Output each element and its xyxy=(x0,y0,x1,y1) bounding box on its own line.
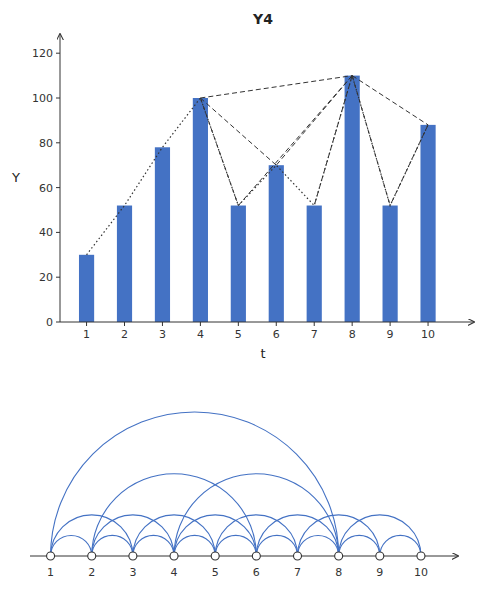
node-label: 1 xyxy=(47,566,54,579)
x-tick xyxy=(86,322,87,326)
y-tick-label: 100 xyxy=(32,92,53,105)
x-tick xyxy=(352,322,353,326)
edge-arc xyxy=(298,535,339,556)
node xyxy=(47,552,55,560)
node xyxy=(376,552,384,560)
edge-arc xyxy=(92,474,257,556)
x-tick-label: 4 xyxy=(197,328,204,341)
x-tick xyxy=(124,322,125,326)
y-tick-label: 40 xyxy=(39,226,53,239)
dashed-connection xyxy=(276,76,352,166)
x-tick-label: 1 xyxy=(83,328,90,341)
dotted-line xyxy=(87,76,428,255)
bar-chart: Y412345678910020406080100120tY xyxy=(11,11,474,361)
edge-arc xyxy=(51,535,92,556)
y-tick xyxy=(56,232,60,233)
dashed-connection xyxy=(390,125,428,206)
y-axis-label: Y xyxy=(11,170,20,185)
y-tick-label: 20 xyxy=(39,271,53,284)
node-label: 6 xyxy=(253,566,260,579)
y-tick xyxy=(56,98,60,99)
edge-arc xyxy=(215,535,256,556)
bar xyxy=(345,76,360,322)
edge-arc xyxy=(174,474,339,556)
node-label: 7 xyxy=(294,566,301,579)
plot-area xyxy=(79,76,436,322)
dashed-connection xyxy=(352,76,428,125)
node xyxy=(129,552,137,560)
edge-arc xyxy=(380,535,421,556)
bar xyxy=(231,206,246,322)
dashed-connection xyxy=(352,76,390,206)
dashed-connection xyxy=(200,98,238,206)
dashed-connection xyxy=(200,76,352,98)
edge-arc xyxy=(51,412,339,556)
bar xyxy=(420,125,435,322)
bar xyxy=(79,255,94,322)
y-tick xyxy=(56,187,60,188)
x-tick-label: 8 xyxy=(349,328,356,341)
bar xyxy=(155,147,170,322)
node xyxy=(170,552,178,560)
y-tick xyxy=(56,53,60,54)
y-tick-label: 80 xyxy=(39,137,53,150)
edge-arc xyxy=(174,535,215,556)
bar xyxy=(307,206,322,322)
y-tick xyxy=(56,277,60,278)
x-tick-label: 10 xyxy=(421,328,435,341)
x-tick xyxy=(428,322,429,326)
edge-arc xyxy=(339,535,380,556)
edge-arc xyxy=(92,535,133,556)
x-axis-label: t xyxy=(260,346,265,361)
x-tick-label: 6 xyxy=(273,328,280,341)
y-axis xyxy=(60,34,61,322)
x-tick xyxy=(314,322,315,326)
dashed-connection xyxy=(200,98,276,165)
bar xyxy=(193,98,208,322)
x-axis xyxy=(60,322,474,323)
dashed-connection xyxy=(314,76,352,206)
x-tick xyxy=(276,322,277,326)
y-tick-label: 120 xyxy=(32,47,53,60)
y-tick xyxy=(56,322,60,323)
node xyxy=(294,552,302,560)
figure: Y412345678910020406080100120tY1234567891… xyxy=(0,0,488,600)
node-label: 10 xyxy=(414,566,428,579)
bar xyxy=(383,206,398,322)
node-label: 3 xyxy=(129,566,136,579)
node-label: 9 xyxy=(376,566,383,579)
dashed-connection xyxy=(238,76,352,206)
x-tick xyxy=(200,322,201,326)
edge-arc xyxy=(339,515,421,556)
node-label: 2 xyxy=(88,566,95,579)
x-tick-label: 5 xyxy=(235,328,242,341)
edge-arc xyxy=(133,535,174,556)
x-tick-label: 3 xyxy=(159,328,166,341)
y-tick-label: 0 xyxy=(46,316,53,329)
x-tick-label: 9 xyxy=(387,328,394,341)
bar xyxy=(117,206,132,322)
y-tick xyxy=(56,142,60,143)
node xyxy=(335,552,343,560)
node xyxy=(417,552,425,560)
network: 1 2 3 4 5 6 7 8 9 10 xyxy=(30,412,458,579)
x-tick xyxy=(162,322,163,326)
node-label: 5 xyxy=(212,566,219,579)
x-tick-label: 2 xyxy=(121,328,128,341)
edge-arc xyxy=(256,535,297,556)
x-tick xyxy=(238,322,239,326)
node xyxy=(252,552,260,560)
x-tick xyxy=(390,322,391,326)
node xyxy=(211,552,219,560)
node-label: 8 xyxy=(335,566,342,579)
x-tick-label: 7 xyxy=(311,328,318,341)
node-label: 4 xyxy=(171,566,178,579)
title: Y4 xyxy=(252,11,273,27)
bar xyxy=(269,165,284,322)
y-tick-label: 60 xyxy=(39,182,53,195)
node xyxy=(88,552,96,560)
